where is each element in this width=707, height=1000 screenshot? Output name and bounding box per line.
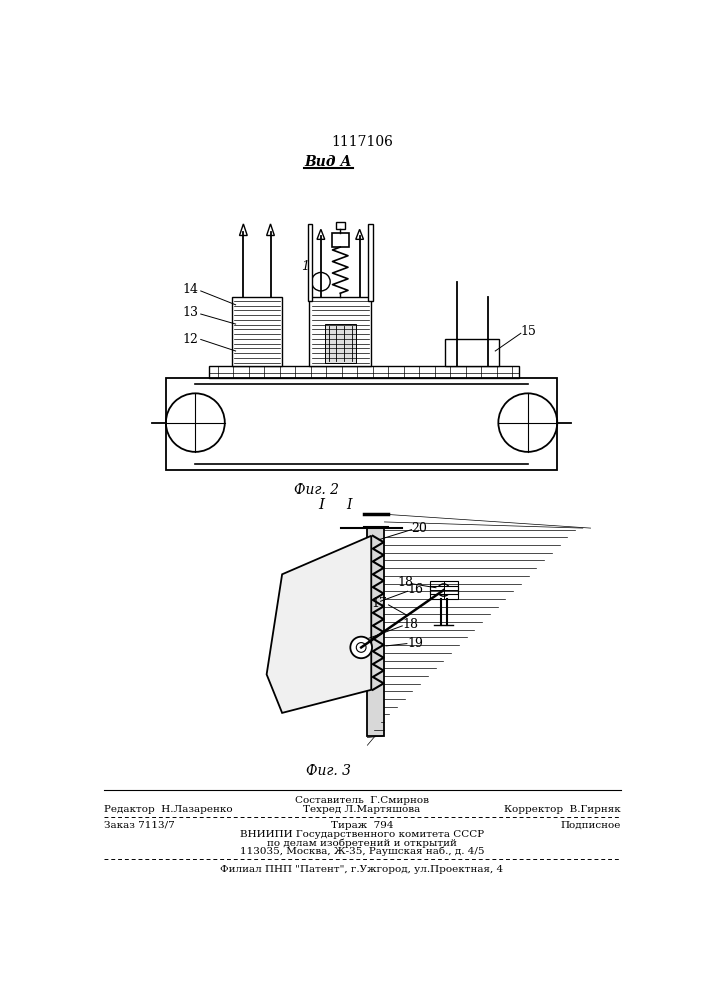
Text: 20: 20: [411, 522, 427, 535]
Text: Фиг. 3: Фиг. 3: [306, 764, 351, 778]
Text: Составитель  Г.Смирнов: Составитель Г.Смирнов: [295, 796, 429, 805]
Text: Подписное: Подписное: [561, 821, 621, 830]
Text: 12: 12: [182, 333, 199, 346]
Text: 1: 1: [301, 260, 310, 273]
Text: 18: 18: [402, 618, 418, 631]
Polygon shape: [267, 224, 274, 235]
Bar: [336, 222, 345, 229]
Circle shape: [438, 584, 450, 596]
Text: 1117106: 1117106: [331, 135, 393, 149]
Bar: [166, 378, 557, 470]
Bar: [430, 586, 457, 594]
Polygon shape: [317, 229, 325, 239]
Text: Техред Л.Мартяшова: Техред Л.Мартяшова: [303, 805, 421, 814]
Text: 18: 18: [397, 576, 413, 589]
Text: 17: 17: [371, 597, 387, 610]
Text: 19: 19: [407, 637, 423, 650]
Bar: [309, 297, 371, 366]
Text: 13: 13: [182, 306, 199, 319]
Text: Редактор  Н.Лазаренко: Редактор Н.Лазаренко: [104, 805, 233, 814]
Polygon shape: [356, 229, 363, 239]
Bar: [430, 581, 457, 599]
Text: 16: 16: [407, 583, 423, 596]
Text: I: I: [346, 498, 351, 512]
Text: Филиал ПНП "Патент", г.Ужгород, ул.Проектная, 4: Филиал ПНП "Патент", г.Ужгород, ул.Проек…: [221, 865, 503, 874]
Bar: [232, 297, 282, 366]
Text: 15: 15: [520, 325, 537, 338]
Text: Заказ 7113/7: Заказ 7113/7: [104, 821, 175, 830]
Text: Фиг. 2: Фиг. 2: [295, 483, 339, 497]
Text: I: I: [318, 498, 324, 512]
Bar: [332, 233, 349, 247]
Text: 14: 14: [182, 283, 199, 296]
Text: ВНИИПИ Государственного комитета СССР: ВНИИПИ Государственного комитета СССР: [240, 830, 484, 839]
Text: по делам изобретений и открытий: по делам изобретений и открытий: [267, 838, 457, 848]
Bar: [445, 339, 499, 366]
Text: Вид А: Вид А: [305, 155, 352, 169]
Polygon shape: [267, 536, 371, 713]
Text: Тираж  794: Тираж 794: [331, 821, 393, 830]
Text: Корректор  В.Гирняк: Корректор В.Гирняк: [504, 805, 621, 814]
Bar: [368, 224, 373, 301]
Polygon shape: [240, 224, 247, 235]
Bar: [325, 324, 356, 363]
Bar: [209, 366, 518, 378]
Text: 113035, Москва, Ж-35, Раушская наб., д. 4/5: 113035, Москва, Ж-35, Раушская наб., д. …: [240, 847, 484, 856]
Bar: [368, 528, 385, 736]
Bar: [308, 224, 312, 301]
Circle shape: [351, 637, 372, 658]
